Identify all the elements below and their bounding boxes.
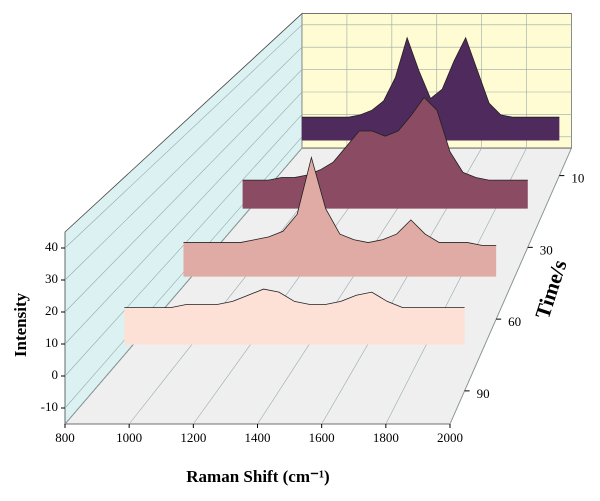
x-tick-label: 1000 bbox=[116, 430, 142, 445]
z-tick-label: 90 bbox=[477, 386, 490, 401]
y-tick-label: -10 bbox=[41, 399, 58, 414]
plot-area: -10 0 10 20 30 40 800 1000 1200 1400 1600 1800 2000 1… bbox=[41, 12, 584, 445]
x-axis-title: Raman Shift (cm⁻¹) bbox=[186, 467, 329, 486]
y-tick-label: 0 bbox=[52, 367, 59, 382]
z-tick-label: 10 bbox=[571, 171, 584, 186]
z-axis-title: Time/s bbox=[530, 257, 571, 322]
y-axis-title: Intensity bbox=[11, 292, 30, 357]
ribbon-line bbox=[301, 36, 560, 118]
x-tick-label: 1400 bbox=[245, 430, 271, 445]
ribbon-line bbox=[124, 288, 465, 308]
y-tick-label: 10 bbox=[45, 335, 58, 350]
x-tick-label: 1200 bbox=[180, 430, 206, 445]
x-tick-label: 2000 bbox=[437, 430, 463, 445]
x-tick-label: 1600 bbox=[309, 430, 335, 445]
z-tick-label: 60 bbox=[508, 314, 521, 329]
y-tick-label: 20 bbox=[45, 303, 58, 318]
grid-line bbox=[449, 13, 572, 425]
y-tick-label: 30 bbox=[45, 271, 58, 286]
ribbon-line bbox=[183, 155, 497, 246]
ribbon-area bbox=[183, 157, 497, 277]
ribbon-area bbox=[124, 289, 465, 345]
x-tick-label: 800 bbox=[55, 430, 75, 445]
ribbon-line bbox=[242, 96, 528, 181]
x-tick-label: 1800 bbox=[373, 430, 399, 445]
z-tick-label: 30 bbox=[540, 242, 553, 257]
ribbon-area bbox=[301, 37, 560, 141]
y-tick-label: 40 bbox=[45, 239, 58, 254]
